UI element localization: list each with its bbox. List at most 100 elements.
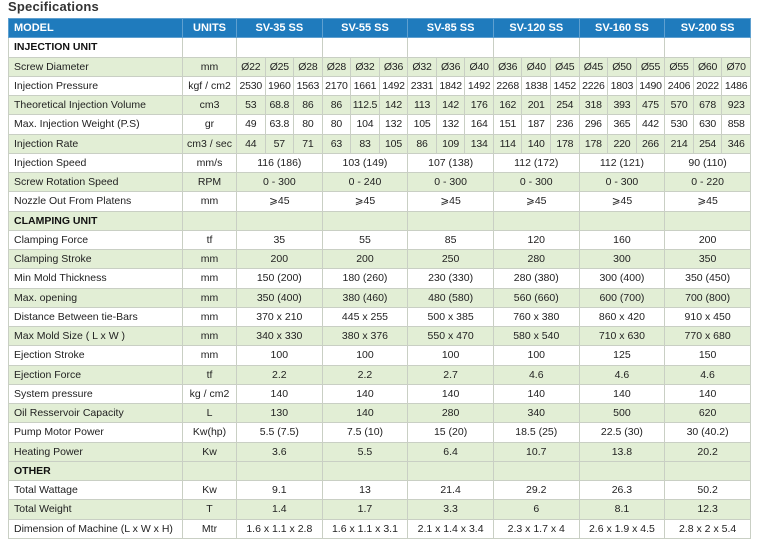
value-cell: 710 x 630 [578, 325, 666, 347]
value-cell: 8.1 [578, 499, 666, 520]
unit-cell: tf [182, 364, 237, 385]
value-cell: 200 [664, 229, 751, 251]
value-cell: 7.5 (10) [321, 422, 409, 443]
value-cell: Ø40 [464, 56, 494, 77]
row-label: Injection Rate [8, 133, 183, 154]
value-cell: 105 [378, 133, 409, 154]
header-model: MODEL [8, 17, 183, 39]
unit-cell: gr [182, 114, 237, 135]
value-cell: 10.7 [492, 441, 580, 462]
table-row: Nozzle Out From Platens mm ⩾45 ⩾45 ⩾45 ⩾45 ⩾45… [8, 191, 751, 212]
empty-cell [236, 37, 323, 58]
value-cell: ⩾45 [578, 191, 666, 212]
value-cell: 4.6 [578, 364, 666, 385]
row-label: Clamping Force [8, 229, 183, 251]
empty-cell [578, 210, 666, 231]
value-cell: 140 [521, 133, 552, 154]
unit-cell: cm3 / sec [182, 133, 237, 154]
unit-cell: mm [182, 248, 237, 270]
value-cell: 9.1 [236, 479, 323, 501]
value-cell: Ø55 [664, 56, 694, 77]
value-cell: 340 x 330 [236, 325, 323, 347]
unit-cell: L [182, 402, 237, 424]
value-cell: 2406 [664, 75, 694, 97]
row-label: Min Mold Thickness [8, 268, 183, 289]
value-cell: 2268 [492, 75, 523, 97]
table-row: Max Mold Size ( L x W ) mm 340 x 330 380 x … [8, 325, 751, 347]
row-label: Ejection Stroke [8, 345, 183, 366]
empty-cell [236, 460, 323, 482]
value-cell: 35 [236, 229, 323, 251]
value-cell: 134 [464, 133, 494, 154]
unit-cell: mm [182, 287, 237, 308]
value-cell: 6.4 [407, 441, 494, 462]
value-cell: Ø45 [578, 56, 609, 77]
value-cell: Ø70 [721, 56, 751, 77]
value-cell: 550 x 470 [407, 325, 494, 347]
page-title: Specifications [8, 0, 99, 14]
value-cell: Ø36 [435, 56, 466, 77]
value-cell: 18.5 (25) [492, 422, 580, 443]
value-cell: 250 [407, 248, 494, 270]
value-cell: 29.2 [492, 479, 580, 501]
value-cell: 923 [721, 94, 751, 116]
row-label: Dimension of Machine (L x W x H) [8, 518, 183, 539]
header-model-sv85: SV-85 SS [407, 17, 494, 39]
section-row: OTHER [8, 460, 751, 482]
value-cell: 164 [464, 114, 494, 135]
value-cell: 370 x 210 [236, 306, 323, 328]
value-cell: 280 [407, 402, 494, 424]
row-label: Nozzle Out From Platens [8, 191, 183, 212]
value-cell: 180 (260) [321, 268, 409, 289]
value-cell: Ø55 [635, 56, 666, 77]
value-cell: 860 x 420 [578, 306, 666, 328]
value-cell: 140 [236, 383, 323, 405]
row-label: Oil Resservoir Capacity [8, 402, 183, 424]
value-cell: 176 [464, 94, 494, 116]
empty-cell [492, 210, 580, 231]
empty-cell [407, 37, 494, 58]
value-cell: 475 [635, 94, 666, 116]
value-cell: Ø36 [378, 56, 409, 77]
value-cell: 26.3 [578, 479, 666, 501]
value-cell: Ø32 [407, 56, 437, 77]
value-cell: 13 [321, 479, 409, 501]
row-label: Screw Diameter [8, 56, 183, 77]
empty-cell [407, 460, 494, 482]
value-cell: 296 [578, 114, 609, 135]
unit-cell: Kw [182, 479, 237, 501]
value-cell: 393 [607, 94, 637, 116]
value-cell: 178 [550, 133, 580, 154]
value-cell: 0 - 220 [664, 171, 751, 193]
table-row: Oil Resservoir Capacity L 130 140 280 340 500 6… [8, 402, 751, 424]
unit-cell [182, 460, 237, 482]
value-cell: Ø36 [492, 56, 523, 77]
value-cell: 100 [407, 345, 494, 366]
unit-cell: mm [182, 345, 237, 366]
value-cell: 109 [435, 133, 466, 154]
table-row: Clamping Stroke mm 200 200 250 280 300 350 [8, 248, 751, 270]
value-cell: 86 [293, 94, 323, 116]
value-cell: ⩾45 [407, 191, 494, 212]
value-cell: 630 [692, 114, 723, 135]
value-cell: 580 x 540 [492, 325, 580, 347]
value-cell: 112 (121) [578, 152, 666, 174]
value-cell: 318 [578, 94, 609, 116]
value-cell: 500 x 385 [407, 306, 494, 328]
unit-cell: mm [182, 306, 237, 328]
value-cell: 160 [578, 229, 666, 251]
value-cell: 63.8 [264, 114, 295, 135]
row-label: Theoretical Injection Volume [8, 94, 183, 116]
row-label: Screw Rotation Speed [8, 171, 183, 193]
value-cell: 1.4 [236, 499, 323, 520]
value-cell: 100 [321, 345, 409, 366]
row-label: Injection Speed [8, 152, 183, 174]
value-cell: 2.8 x 2 x 5.4 [664, 518, 751, 539]
value-cell: ⩾45 [664, 191, 751, 212]
row-label: Heating Power [8, 441, 183, 462]
empty-cell [578, 37, 666, 58]
value-cell: 30 (40.2) [664, 422, 751, 443]
value-cell: 187 [521, 114, 552, 135]
value-cell: 104 [350, 114, 380, 135]
value-cell: 114 [492, 133, 523, 154]
